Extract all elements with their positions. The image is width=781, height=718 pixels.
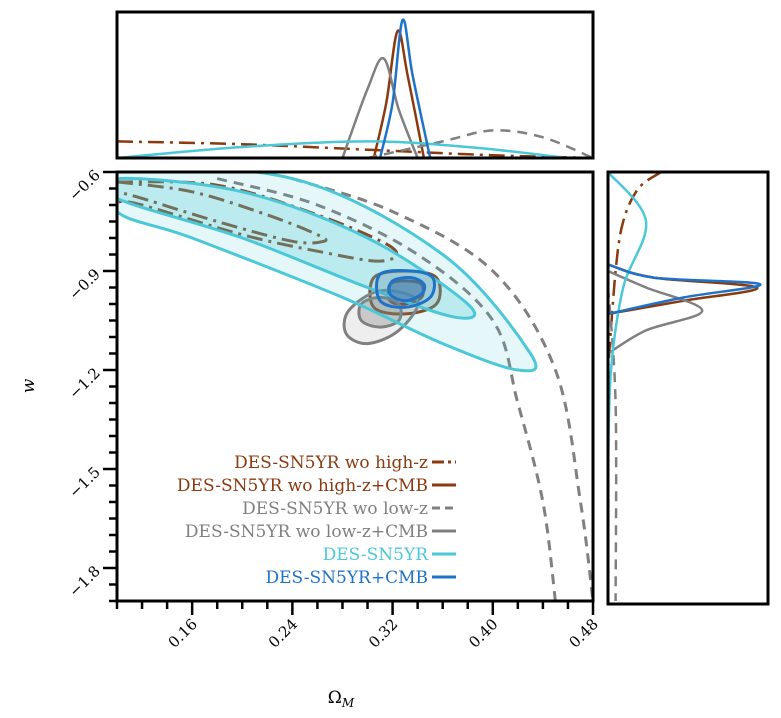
des-sn5yr-w-marginal xyxy=(608,172,648,470)
y-axis-label: w xyxy=(19,378,39,393)
y-tick-label: −1.8 xyxy=(65,562,103,600)
x-tick-label: 0.32 xyxy=(365,615,401,651)
legend-label: DES-SN5YR+CMB xyxy=(265,568,428,588)
des-sn5yr-wo-low-z-omega-m-marginal xyxy=(367,129,593,158)
omega-m-marginal-panel xyxy=(115,10,595,160)
legend-label: DES-SN5YR wo high-z xyxy=(234,453,428,473)
legend-label: DES-SN5YR xyxy=(323,545,430,565)
x-tick-label: 0.40 xyxy=(465,615,501,651)
y-tick-label: −0.6 xyxy=(65,166,103,204)
des-sn5yr-wo-low-z-cmb-w-marginal xyxy=(608,269,704,355)
y-tick-label: −1.2 xyxy=(65,364,103,402)
des-sn5yr-wo-high-z-omega-m-marginal xyxy=(117,140,593,158)
des-sn5yr-wo-high-z-cmb-omega-m-marginal xyxy=(372,29,426,158)
x-axis-ticks: 0.16 0.24 0.32 0.40 0.48 xyxy=(115,601,602,651)
des-sn5yr-wo-high-z-w-marginal xyxy=(608,172,662,371)
w-marginal-panel xyxy=(606,170,770,606)
legend: DES-SN5YR wo high-z DES-SN5YR wo high-z+C… xyxy=(177,453,456,588)
des-sn5yr-contour-68 xyxy=(117,176,477,320)
des-sn5yr-wo-low-z-w-marginal xyxy=(608,287,618,602)
y-tick-label: −1.5 xyxy=(65,463,103,501)
des-sn5yr-omega-m-marginal xyxy=(117,140,569,158)
des-sn5yr-cmb-w-marginal xyxy=(608,263,762,316)
x-tick-label: 0.24 xyxy=(265,615,301,651)
y-tick-label: −0.9 xyxy=(65,265,103,303)
des-sn5yr-wo-low-z-cmb-omega-m-marginal xyxy=(341,56,419,158)
legend-label: DES-SN5YR wo low-z xyxy=(242,499,428,519)
des-sn5yr-wo-high-z-contour-68 xyxy=(117,180,328,245)
y-axis-ticks: −0.6 −0.9 −1.2 −1.5 −1.8 xyxy=(65,166,117,603)
des-sn5yr-cmb-omega-m-marginal xyxy=(378,18,432,158)
w-marginal-curves xyxy=(608,172,762,602)
x-tick-label: 0.16 xyxy=(165,615,201,651)
omega-m-marginal-curves xyxy=(117,18,593,158)
x-tick-label: 0.48 xyxy=(565,615,601,651)
legend-label: DES-SN5YR wo low-z+CMB xyxy=(185,522,428,542)
des-sn5yr-wo-low-z-contour-95 xyxy=(291,177,593,601)
x-axis-label: ΩM xyxy=(328,688,355,710)
legend-label: DES-SN5YR wo high-z+CMB xyxy=(177,476,428,496)
joint-contours xyxy=(117,172,593,601)
des-sn5yr-wo-low-z-contour-68 xyxy=(216,177,557,601)
des-sn5yr-cmb-contour-68 xyxy=(387,275,427,303)
